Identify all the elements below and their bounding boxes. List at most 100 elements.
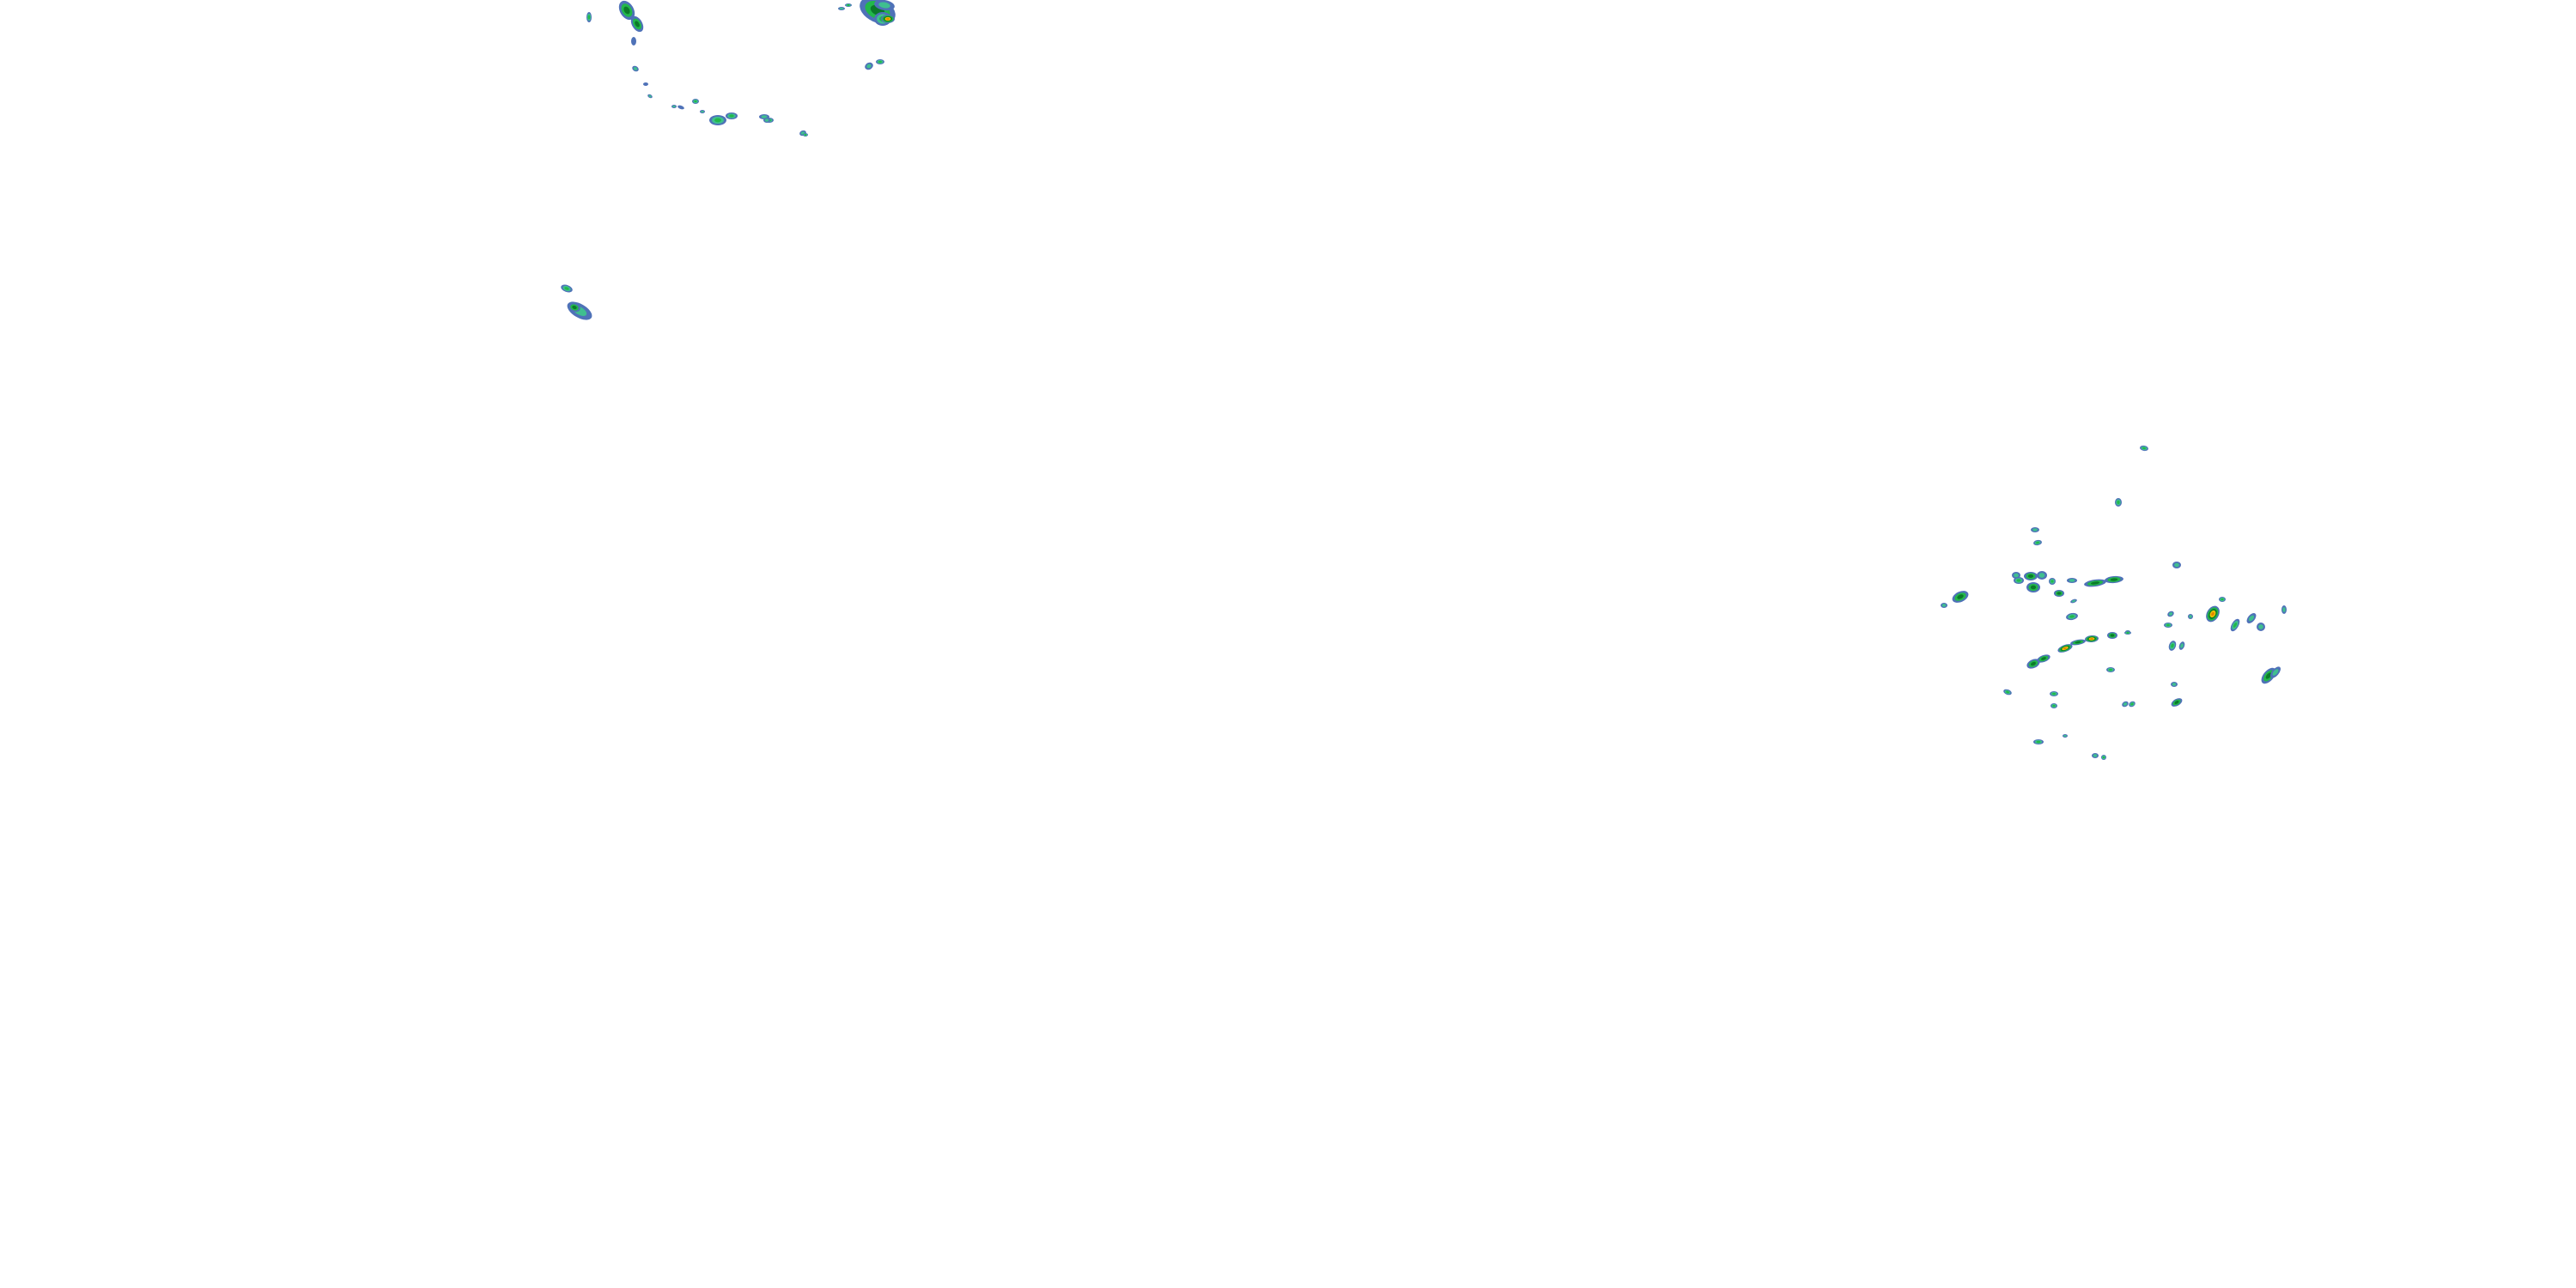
precipitation-cell [1952, 591, 1969, 603]
precipitation-intensity-layer [839, 7, 844, 10]
precipitation-cell [2106, 667, 2115, 672]
precipitation-intensity-layer [2248, 615, 2255, 622]
precipitation-cell [2070, 598, 2077, 604]
precipitation-cell [876, 59, 884, 64]
precipitation-cell [643, 82, 648, 86]
precipitation-intensity-layer [866, 64, 872, 69]
precipitation-cell [567, 301, 592, 320]
precipitation-intensity-layer [694, 100, 697, 103]
precipitation-intensity-layer [2032, 528, 2038, 532]
precipitation-intensity-layer [587, 15, 591, 20]
precipitation-cell [568, 302, 580, 313]
precipitation-cell [2066, 612, 2078, 621]
precipitation-cell [700, 110, 705, 113]
precipitation-cell [2092, 753, 2099, 758]
precipitation-cell [881, 15, 895, 23]
precipitation-cell [2057, 644, 2073, 653]
precipitation-cell [726, 112, 738, 119]
precipitation-cell [2026, 582, 2040, 592]
precipitation-cell [803, 133, 808, 137]
precipitation-cell [2037, 654, 2050, 663]
precipitation-cell [586, 12, 592, 22]
precipitation-intensity-layer [2016, 579, 2021, 582]
precipitation-cell [2033, 739, 2044, 744]
precipitation-cell [671, 105, 677, 108]
precipitation-intensity-layer [1957, 594, 1964, 599]
precipitation-cell [2140, 445, 2148, 452]
precipitation-intensity-layer [677, 105, 684, 110]
precipitation-intensity-layer [2117, 501, 2120, 504]
precipitation-cell [2230, 618, 2240, 632]
precipitation-cell [2012, 572, 2020, 579]
precipitation-cell [2101, 755, 2106, 760]
precipitation-intensity-layer [714, 118, 721, 123]
precipitation-intensity-layer [572, 305, 577, 310]
precipitation-intensity-layer [2110, 578, 2118, 581]
precipitation-intensity-layer [2171, 643, 2174, 648]
precipitation-cell [2014, 577, 2024, 584]
precipitation-intensity-layer [2031, 661, 2036, 666]
precipitation-intensity-layer [2102, 756, 2105, 759]
precipitation-cell [2188, 614, 2193, 619]
precipitation-cell [2172, 562, 2181, 568]
precipitation-intensity-layer [2123, 702, 2128, 706]
precipitation-intensity-layer [2006, 690, 2009, 694]
precipitation-intensity-layer [2069, 615, 2075, 618]
precipitation-intensity-layer [2038, 573, 2045, 578]
precipitation-cell [2024, 572, 2038, 580]
precipitation-intensity-layer [2040, 657, 2047, 660]
precipitation-cell [2031, 527, 2039, 532]
precipitation-intensity-layer [2110, 634, 2115, 637]
precipitation-intensity-layer [1941, 604, 1947, 607]
precipitation-cell [2067, 578, 2077, 583]
precipitation-intensity-layer [648, 94, 652, 98]
precipitation-cell [2167, 611, 2174, 617]
precipitation-intensity-layer [2090, 581, 2100, 585]
precipitation-cell [2033, 539, 2042, 546]
precipitation-intensity-layer [2063, 734, 2067, 738]
precipitation-intensity-layer [623, 6, 630, 15]
precipitation-cell [838, 7, 845, 10]
precipitation-intensity-layer [2174, 701, 2179, 704]
precipitation-cell [2246, 613, 2257, 623]
precipitation-cell [2122, 701, 2129, 708]
precipitation-intensity-layer [2093, 754, 2098, 757]
precipitation-intensity-layer [2130, 702, 2134, 706]
precipitation-cell [2270, 666, 2281, 678]
precipitation-cell [618, 0, 635, 21]
precipitation-cell [2070, 639, 2086, 646]
precipitation-cell [2107, 632, 2117, 639]
precipitation-intensity-layer [643, 82, 648, 86]
precipitation-cell [874, 0, 895, 11]
precipitation-intensity-layer [2075, 641, 2081, 644]
precipitation-intensity-layer [2036, 541, 2039, 544]
precipitation-intensity-layer [2166, 623, 2170, 627]
precipitation-cell [865, 62, 873, 70]
precipitation-intensity-layer [2063, 647, 2068, 650]
precipitation-cell [561, 284, 573, 293]
precipitation-intensity-layer [2282, 607, 2286, 612]
precipitation-cell [2281, 605, 2287, 614]
precipitation-cell [2168, 641, 2177, 651]
precipitation-cell [2115, 498, 2122, 507]
precipitation-intensity-layer [635, 21, 640, 27]
precipitation-intensity-layer [2069, 579, 2075, 582]
precipitation-cell [2084, 579, 2106, 587]
precipitation-intensity-layer [2109, 668, 2112, 671]
precipitation-intensity-layer [2233, 623, 2238, 628]
precipitation-cell [2219, 597, 2226, 602]
precipitation-intensity-layer [2168, 612, 2173, 616]
precipitation-intensity-layer [2174, 562, 2179, 568]
precipitation-cell [2063, 734, 2068, 738]
precipitation-intensity-layer [847, 4, 850, 6]
precipitation-intensity-layer [701, 110, 704, 113]
precipitation-cell [2124, 631, 2131, 635]
precipitation-cell [2164, 623, 2172, 628]
precipitation-intensity-layer [2126, 632, 2129, 634]
precipitation-cell [2257, 623, 2265, 631]
precipitation-cell [2105, 575, 2123, 584]
precipitation-intensity-layer [2211, 611, 2215, 617]
precipitation-intensity-layer [2057, 592, 2062, 595]
precipitation-intensity-layer [2142, 447, 2146, 450]
